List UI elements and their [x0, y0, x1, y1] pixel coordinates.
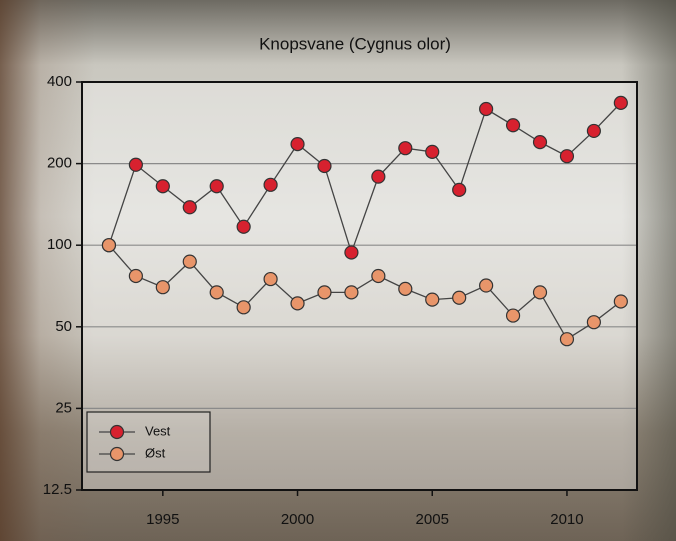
data-point	[155, 179, 170, 194]
legend-label: Øst	[145, 445, 166, 460]
y-tick-label: 12.5	[43, 481, 72, 498]
data-point	[236, 219, 251, 234]
data-point	[586, 123, 601, 139]
x-tick-label: 2005	[416, 511, 449, 528]
x-tick-label: 2000	[281, 511, 314, 528]
data-point	[263, 271, 278, 287]
data-point	[209, 179, 224, 194]
data-point	[505, 308, 521, 323]
data-point	[290, 296, 305, 311]
x-tick-label: 2010	[550, 511, 583, 528]
data-point	[505, 118, 521, 133]
data-point	[371, 169, 386, 184]
legend-marker	[109, 446, 125, 462]
data-point	[425, 292, 440, 307]
data-point	[613, 294, 628, 309]
data-point	[613, 95, 628, 110]
legend-label: Vest	[145, 423, 171, 438]
legend-box	[86, 411, 211, 473]
y-tick-label: 400	[47, 73, 72, 90]
x-tick-label: 1995	[146, 511, 179, 528]
legend-marker	[109, 424, 125, 440]
data-point	[209, 285, 224, 300]
data-point	[479, 101, 494, 117]
data-point	[559, 149, 575, 164]
y-tick-label: 50	[55, 318, 72, 335]
data-point	[317, 158, 332, 174]
y-tick-label: 25	[55, 399, 72, 416]
y-tick-label: 100	[47, 236, 72, 253]
data-point	[344, 245, 359, 260]
data-point	[532, 285, 548, 300]
data-point	[452, 290, 467, 305]
data-point	[128, 157, 143, 172]
data-point	[559, 332, 575, 347]
data-point	[586, 315, 601, 330]
data-point	[236, 300, 251, 315]
data-point	[155, 280, 170, 295]
data-point	[398, 141, 413, 156]
data-point	[532, 135, 548, 150]
plot-frame	[81, 81, 638, 491]
data-point	[128, 268, 143, 284]
data-point	[290, 137, 305, 152]
data-point	[425, 144, 440, 159]
y-tick-label: 200	[47, 155, 72, 172]
data-point	[182, 254, 197, 269]
data-point	[398, 281, 413, 296]
data-point	[452, 182, 467, 197]
data-point	[182, 200, 197, 215]
data-point	[479, 278, 494, 293]
data-point	[317, 285, 332, 300]
chart-title: Knopsvane (Cygnus olor)	[259, 34, 451, 53]
data-point	[344, 285, 359, 300]
data-point	[263, 177, 278, 192]
plot-area	[82, 82, 637, 490]
data-point	[371, 268, 386, 284]
data-point	[101, 238, 117, 253]
